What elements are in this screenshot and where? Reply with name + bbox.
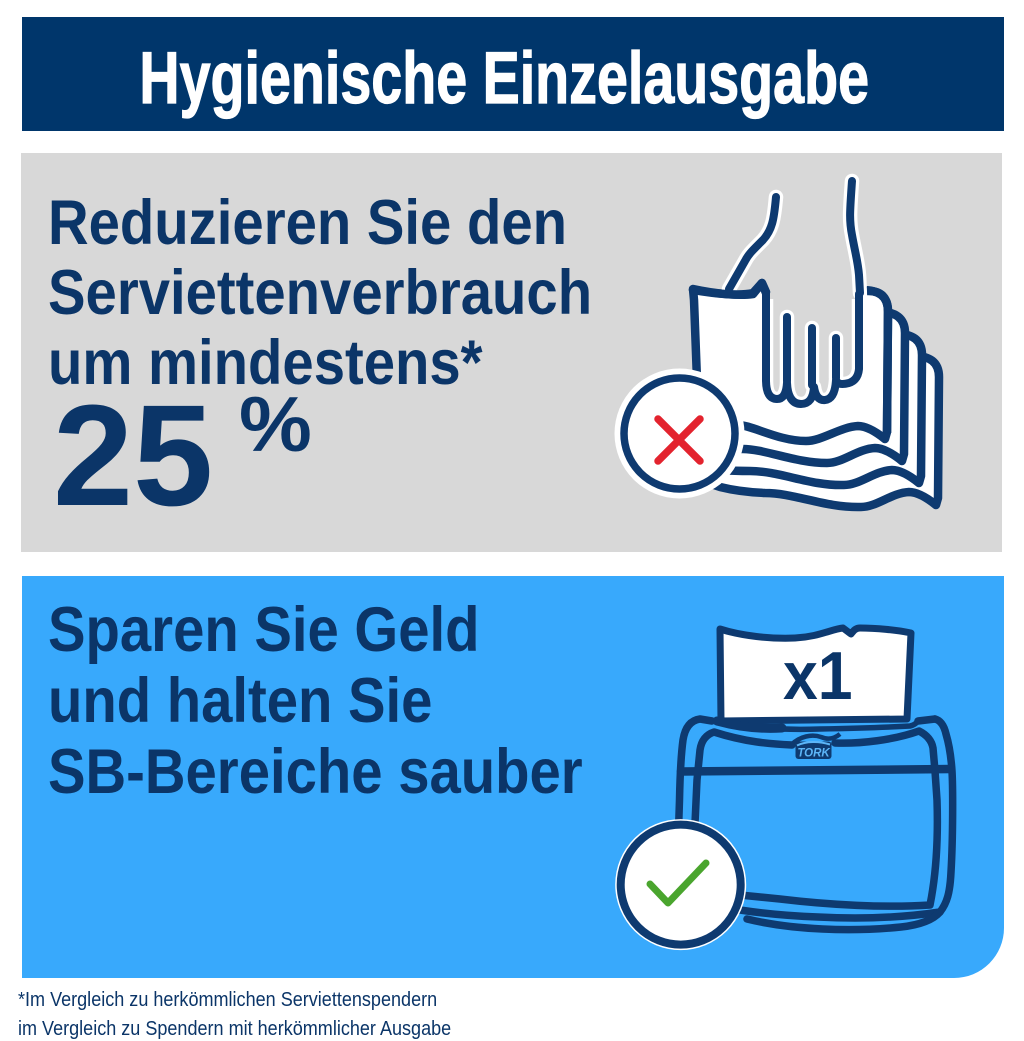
svg-text:x1: x1	[783, 638, 853, 714]
svg-text:TORK: TORK	[797, 748, 830, 760]
